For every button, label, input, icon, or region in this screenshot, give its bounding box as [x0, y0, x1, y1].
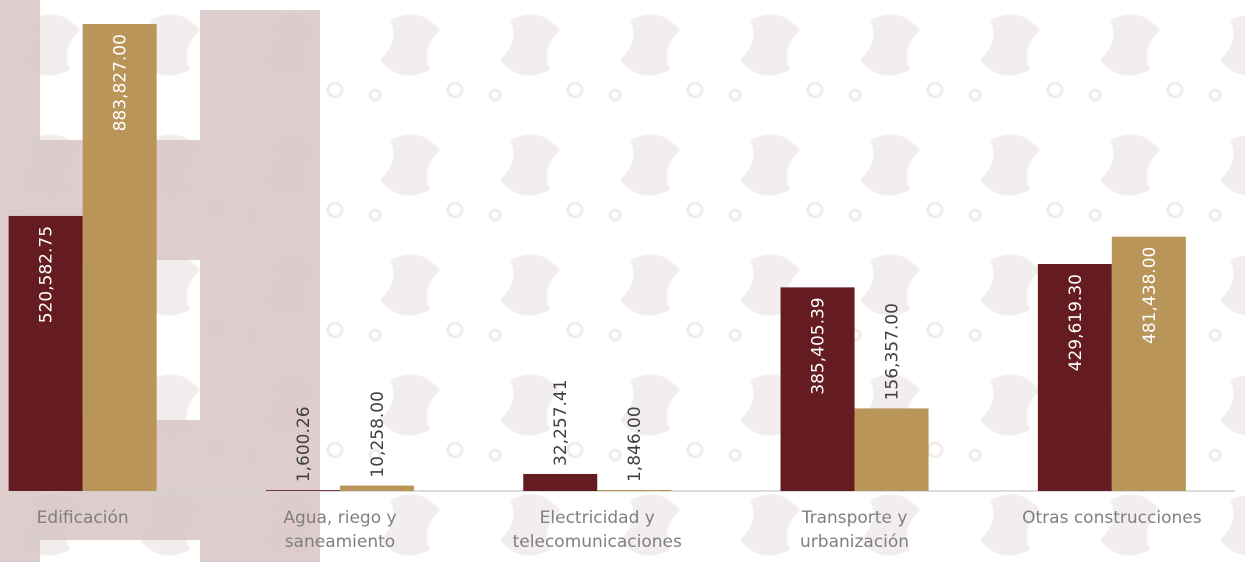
bar: [1111, 236, 1186, 491]
x-tick-label: Electricidad y telecomunicaciones: [513, 508, 682, 552]
x-tick-label: Edificación: [37, 508, 129, 528]
data-label: 520,582.75: [37, 226, 57, 323]
data-label: 1,846.00: [625, 406, 645, 482]
x-tick-label: Transporte y urbanización: [800, 508, 909, 552]
x-tick-label: Otras construcciones: [1022, 508, 1202, 528]
data-label: 481,438.00: [1140, 247, 1160, 344]
data-label: 10,258.00: [368, 391, 388, 478]
data-label: 32,257.41: [551, 379, 571, 466]
data-label: 1,600.26: [294, 406, 314, 482]
data-label: 883,827.00: [111, 34, 131, 131]
bar: [8, 215, 83, 491]
data-label: 156,357.00: [883, 303, 903, 400]
bar: [82, 24, 157, 491]
bar: [597, 490, 672, 491]
x-tick-label: Agua, riego y saneamiento: [283, 508, 396, 552]
bar: [339, 485, 414, 491]
bar: [523, 473, 598, 491]
plot-area: Edificación 520,582.75 883,827.00 Agua, rie…: [8, 24, 1235, 552]
data-label: 385,405.39: [809, 297, 829, 394]
bar: [265, 490, 340, 491]
bar: [1037, 264, 1112, 491]
bar: [854, 408, 929, 491]
data-label: 429,619.30: [1066, 274, 1086, 371]
bar: [780, 287, 855, 491]
